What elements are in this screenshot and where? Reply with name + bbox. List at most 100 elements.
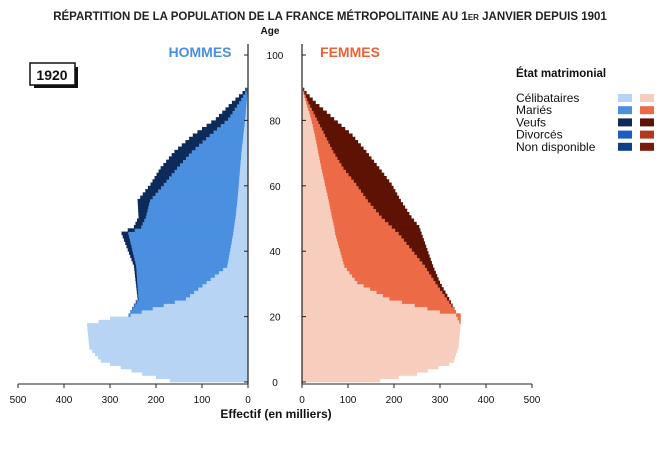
men-bar-married bbox=[209, 133, 244, 138]
women-bar-married bbox=[382, 293, 445, 298]
women-bar-widowed bbox=[341, 162, 377, 167]
legend-swatch-women bbox=[640, 130, 654, 139]
men-bar-single bbox=[210, 277, 248, 281]
men-bar-single bbox=[97, 355, 248, 360]
women-bar-married bbox=[331, 211, 379, 216]
year-badge-shadow bbox=[75, 67, 78, 88]
women-bar-widowed bbox=[348, 172, 385, 177]
women-bar-single bbox=[302, 310, 440, 314]
women-bar-single bbox=[302, 195, 328, 200]
men-bar-widowed bbox=[138, 215, 146, 219]
men-bar-married bbox=[132, 306, 153, 311]
women-bar-married bbox=[323, 175, 352, 180]
legend-item-label: Célibataires bbox=[516, 91, 579, 105]
women-bar-married bbox=[316, 140, 329, 144]
women-bar-single bbox=[302, 316, 458, 321]
women-bar-single bbox=[302, 313, 457, 317]
women-bar-widowed bbox=[440, 287, 444, 291]
x-tick-label-men: 400 bbox=[56, 395, 73, 406]
women-bar-single bbox=[302, 205, 330, 210]
women-bar-single bbox=[302, 136, 316, 141]
men-bar-single bbox=[235, 218, 248, 223]
men-bar-single bbox=[142, 372, 248, 376]
men-bar-single bbox=[238, 185, 248, 190]
men-bar-widowed bbox=[138, 208, 148, 213]
men-bar-single bbox=[242, 143, 248, 147]
women-bar-single bbox=[302, 156, 320, 160]
women-bar-single bbox=[302, 120, 312, 125]
women-bar-widowed bbox=[419, 257, 431, 262]
men-bar-married bbox=[136, 264, 228, 268]
x-tick-label-men: 100 bbox=[194, 395, 211, 406]
women-bar-married bbox=[376, 290, 443, 295]
women-bar-single bbox=[302, 267, 347, 272]
men-bar-widowed bbox=[133, 303, 135, 308]
women-bar-single bbox=[302, 90, 304, 95]
women-bar-single bbox=[302, 362, 450, 366]
women-bar-single bbox=[302, 264, 345, 268]
men-bar-single bbox=[244, 126, 248, 131]
women-bar-widowed bbox=[325, 133, 353, 138]
women-bar-widowed bbox=[414, 251, 429, 255]
women-bar-single bbox=[302, 261, 344, 265]
women-bar-widowed bbox=[313, 110, 327, 115]
men-bar-widowed bbox=[135, 280, 138, 285]
women-bar-married bbox=[326, 189, 361, 193]
x-tick-label-women: 400 bbox=[478, 395, 495, 406]
men-bar-married bbox=[169, 175, 240, 180]
x-tick-label-women: 300 bbox=[432, 395, 449, 406]
x-tick-label-men: 0 bbox=[245, 395, 251, 406]
men-bar-widowed bbox=[135, 274, 137, 278]
women-bar-single bbox=[302, 231, 336, 236]
women-bar-married bbox=[329, 202, 371, 206]
women-bar-married bbox=[322, 169, 346, 174]
men-bar-married bbox=[166, 179, 240, 183]
women-bar-widowed bbox=[333, 149, 367, 154]
men-bar-married bbox=[137, 280, 207, 285]
women-bar-widowed bbox=[370, 202, 404, 206]
men-bar-married bbox=[183, 159, 241, 164]
men-bar-single bbox=[245, 110, 248, 115]
women-bar-widowed bbox=[391, 225, 420, 229]
men-bar-single bbox=[227, 264, 248, 268]
women-bar-single bbox=[302, 198, 329, 203]
men-bar-single bbox=[237, 202, 248, 206]
men-bar-widowed bbox=[178, 146, 196, 151]
men-bar-widowed bbox=[238, 94, 244, 98]
women-bar-married bbox=[414, 303, 452, 308]
x-tick-label-women: 500 bbox=[524, 395, 541, 406]
men-bar-single bbox=[245, 117, 248, 121]
men-bar-widowed bbox=[134, 270, 137, 275]
women-bar-widowed bbox=[381, 215, 412, 219]
women-bar-married bbox=[303, 90, 305, 95]
men-bar-married bbox=[138, 296, 186, 301]
women-bar-single bbox=[302, 290, 377, 295]
women-bar-widowed bbox=[326, 136, 356, 141]
men-bar-single bbox=[141, 310, 248, 314]
men-bar-married bbox=[245, 90, 248, 95]
men-bar-married bbox=[241, 97, 247, 102]
men-bar-widowed bbox=[245, 87, 247, 92]
women-bar-single bbox=[302, 185, 326, 190]
women-bar-single bbox=[302, 166, 322, 170]
men-bar-single bbox=[130, 313, 248, 317]
men-bar-widowed bbox=[222, 110, 233, 115]
men-bar-married bbox=[147, 208, 237, 213]
men-bar-widowed bbox=[215, 117, 229, 121]
men-bar-widowed bbox=[189, 136, 207, 141]
men-bar-single bbox=[230, 247, 248, 252]
men-bar-married bbox=[133, 254, 230, 259]
women-bar-single bbox=[302, 296, 390, 301]
women-bar-single bbox=[302, 332, 460, 337]
men-bar-widowed bbox=[174, 149, 192, 154]
women-bar-married bbox=[320, 159, 340, 164]
men-bar-married bbox=[130, 241, 232, 246]
men-bar-married bbox=[134, 257, 229, 262]
men-bar-widowed bbox=[166, 159, 184, 164]
men-bar-widowed bbox=[126, 244, 132, 249]
men-bar-married bbox=[195, 146, 242, 151]
legend-swatch-women bbox=[640, 118, 654, 127]
men-bar-widowed bbox=[163, 162, 181, 167]
men-bar-single bbox=[198, 287, 248, 291]
women-label: FEMMES bbox=[320, 44, 380, 60]
